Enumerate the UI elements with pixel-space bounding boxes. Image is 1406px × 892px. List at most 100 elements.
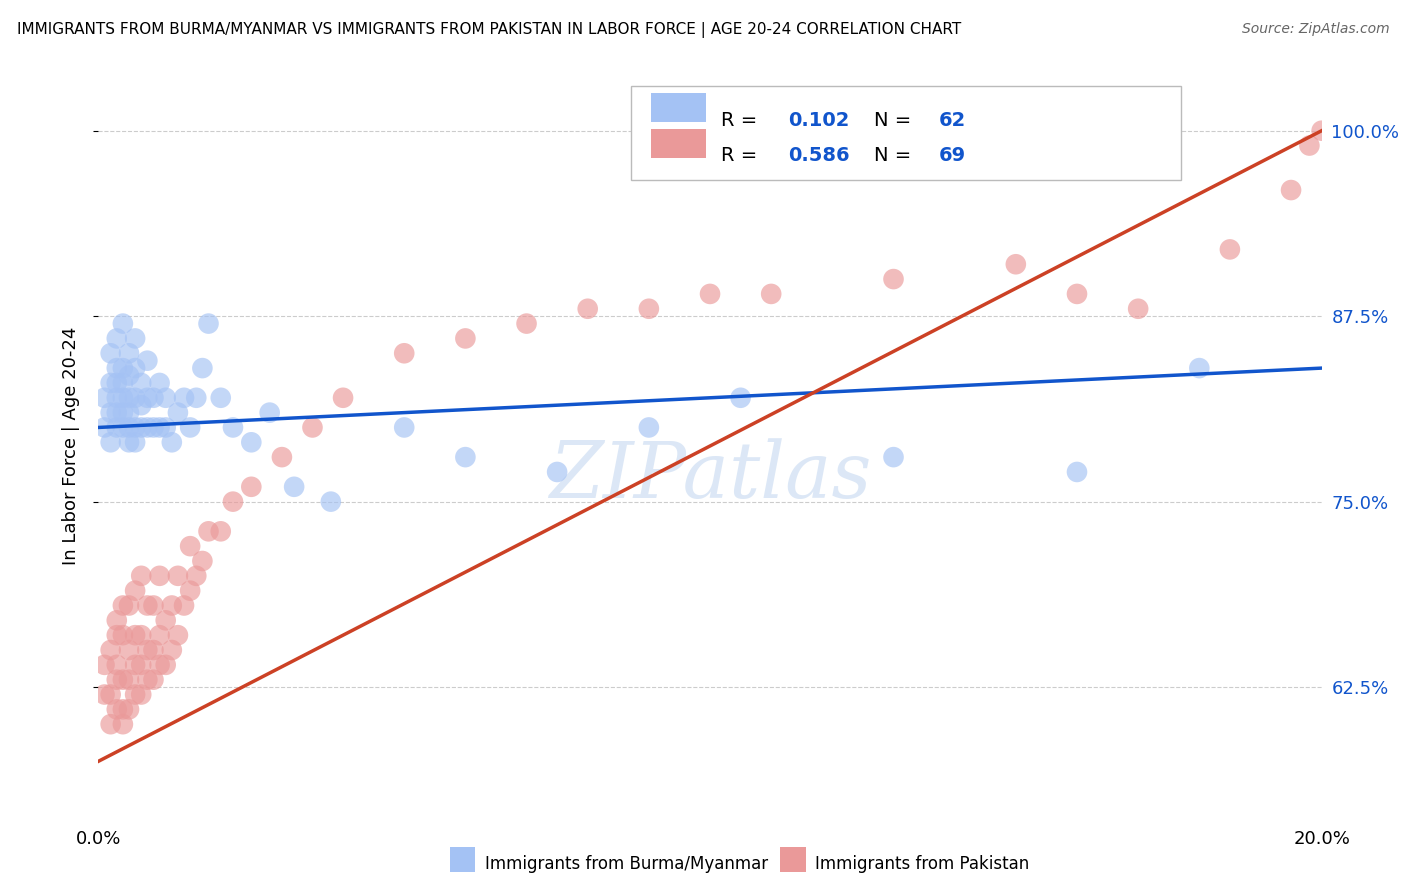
Point bbox=[129, 398, 152, 412]
Point bbox=[301, 420, 323, 434]
Point bbox=[105, 391, 128, 405]
Point bbox=[93, 420, 115, 434]
Point bbox=[699, 287, 721, 301]
Point bbox=[270, 450, 292, 464]
Point bbox=[111, 406, 134, 420]
Point bbox=[100, 688, 122, 702]
Point bbox=[93, 391, 115, 405]
Text: 69: 69 bbox=[939, 145, 966, 165]
Point bbox=[124, 391, 146, 405]
Point bbox=[111, 628, 134, 642]
Point bbox=[637, 301, 661, 316]
Point bbox=[129, 569, 152, 583]
Text: R =: R = bbox=[721, 145, 763, 165]
Point bbox=[111, 317, 134, 331]
Point bbox=[149, 569, 172, 583]
Text: 62: 62 bbox=[939, 111, 966, 129]
FancyBboxPatch shape bbox=[651, 129, 706, 158]
Point bbox=[191, 554, 214, 568]
Point bbox=[129, 688, 152, 702]
Point bbox=[118, 643, 141, 657]
Point bbox=[883, 450, 905, 464]
Point bbox=[129, 420, 152, 434]
Point bbox=[105, 331, 128, 345]
Point bbox=[105, 420, 128, 434]
Point bbox=[136, 643, 159, 657]
Point bbox=[209, 391, 232, 405]
Point bbox=[637, 420, 661, 434]
Point bbox=[111, 361, 134, 376]
Point bbox=[124, 331, 146, 345]
Text: ZIPatlas: ZIPatlas bbox=[548, 438, 872, 514]
Text: R =: R = bbox=[721, 111, 763, 129]
Point bbox=[149, 657, 172, 672]
Point bbox=[1066, 465, 1088, 479]
Point bbox=[149, 628, 172, 642]
Point bbox=[100, 435, 122, 450]
Point bbox=[191, 361, 214, 376]
Point bbox=[105, 406, 128, 420]
Point bbox=[124, 420, 146, 434]
Point bbox=[105, 613, 128, 627]
Point bbox=[118, 346, 141, 360]
Point bbox=[105, 376, 128, 390]
Point bbox=[105, 361, 128, 376]
Point bbox=[160, 643, 183, 657]
Point bbox=[454, 331, 477, 345]
Point bbox=[142, 599, 165, 613]
Point bbox=[222, 420, 245, 434]
Point bbox=[186, 391, 208, 405]
Point bbox=[111, 717, 134, 731]
Point bbox=[100, 643, 122, 657]
Point bbox=[209, 524, 232, 539]
Y-axis label: In Labor Force | Age 20-24: In Labor Force | Age 20-24 bbox=[62, 326, 80, 566]
Point bbox=[259, 406, 281, 420]
Point bbox=[1128, 301, 1150, 316]
Text: N =: N = bbox=[875, 145, 918, 165]
Point bbox=[118, 420, 141, 434]
Text: N =: N = bbox=[875, 111, 918, 129]
Point bbox=[179, 539, 201, 553]
Point bbox=[173, 391, 195, 405]
Point bbox=[118, 673, 141, 687]
Point bbox=[155, 613, 177, 627]
Point bbox=[111, 702, 134, 716]
Point bbox=[136, 673, 159, 687]
Point bbox=[392, 346, 416, 360]
Point bbox=[167, 569, 190, 583]
Point bbox=[136, 420, 159, 434]
Point bbox=[167, 628, 190, 642]
Point bbox=[105, 702, 128, 716]
Point bbox=[111, 599, 134, 613]
Point bbox=[136, 391, 159, 405]
Point bbox=[124, 361, 146, 376]
Point bbox=[1310, 124, 1333, 138]
Point bbox=[155, 657, 177, 672]
Point bbox=[149, 420, 172, 434]
Point bbox=[155, 391, 177, 405]
Point bbox=[883, 272, 905, 286]
Text: Immigrants from Burma/Myanmar: Immigrants from Burma/Myanmar bbox=[485, 855, 768, 873]
Point bbox=[759, 287, 782, 301]
Point bbox=[129, 628, 152, 642]
Text: Source: ZipAtlas.com: Source: ZipAtlas.com bbox=[1241, 22, 1389, 37]
Point bbox=[155, 420, 177, 434]
Point bbox=[111, 391, 134, 405]
Point bbox=[1219, 243, 1241, 257]
Point bbox=[142, 643, 165, 657]
Point bbox=[197, 317, 219, 331]
Point bbox=[179, 583, 201, 598]
Point bbox=[124, 435, 146, 450]
Point bbox=[392, 420, 416, 434]
Point bbox=[118, 406, 141, 420]
Point bbox=[105, 628, 128, 642]
Point bbox=[100, 717, 122, 731]
Point bbox=[118, 702, 141, 716]
Point bbox=[1066, 287, 1088, 301]
Point bbox=[283, 480, 305, 494]
Text: IMMIGRANTS FROM BURMA/MYANMAR VS IMMIGRANTS FROM PAKISTAN IN LABOR FORCE | AGE 2: IMMIGRANTS FROM BURMA/MYANMAR VS IMMIGRA… bbox=[17, 22, 962, 38]
Point bbox=[240, 435, 263, 450]
Point bbox=[160, 599, 183, 613]
Point bbox=[319, 494, 342, 508]
Point bbox=[173, 599, 195, 613]
